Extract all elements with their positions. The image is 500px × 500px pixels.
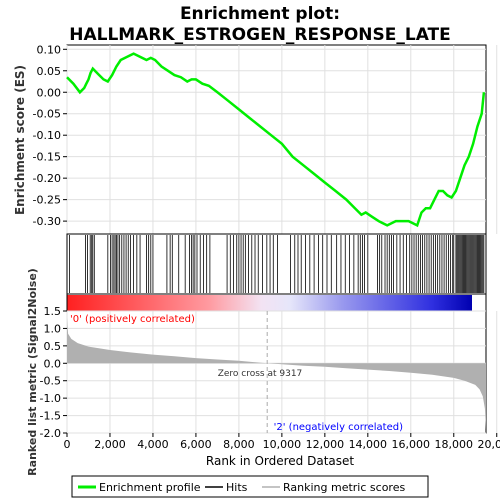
x-tick-label: 0: [64, 438, 71, 451]
metric-panel: 1.5 1.0 0.5 0.0 -0.5 -1.0 -1.5 -2.0 '0' (positi…: [26, 268, 498, 476]
metric-y-tick-label: 0.5: [44, 340, 62, 353]
legend-label-hits: Hits: [226, 481, 248, 494]
negative-correlation-label: '2' (negatively correlated): [274, 422, 403, 433]
es-y-tick-label: -0.10: [33, 129, 61, 142]
legend-label-enrichment: Enrichment profile: [99, 481, 201, 494]
positive-correlation-label: '0' (positively correlated): [70, 314, 195, 325]
es-y-axis-label: Enrichment score (ES): [13, 65, 27, 215]
es-y-tick-label: -0.20: [33, 172, 61, 185]
x-tick-label: 14,000: [349, 438, 388, 451]
es-y-tick-label: -0.15: [33, 151, 61, 164]
x-tick-label: 6,000: [180, 438, 212, 451]
hits-plot-area: [66, 233, 487, 295]
es-y-tick-label: -0.25: [33, 194, 61, 207]
legend-label-ranking: Ranking metric scores: [283, 481, 405, 494]
es-y-tick-label: 0.00: [37, 86, 62, 99]
metric-y-axis-label: Ranked list metric (Signal2Noise): [26, 268, 39, 476]
metric-y-tick-label: -1.0: [40, 392, 61, 405]
x-axis: 0 2,000 4,000 6,000 8,000 10,000 12,000 14,000 1…: [64, 433, 500, 451]
rank-color-bar: [66, 293, 487, 312]
metric-y-tick-label: 1.5: [44, 305, 62, 318]
hit-marks: [69, 235, 485, 293]
zero-cross-label: Zero cross at 9317: [218, 369, 303, 379]
x-tick-label: 10,000: [263, 438, 302, 451]
es-y-ticks: 0.10 0.05 0.00 -0.05 -0.10 -0.15 -0.20 -0.25 -0.…: [33, 43, 67, 228]
es-series-line: [66, 52, 486, 228]
metric-y-tick-label: -0.5: [40, 375, 61, 388]
es-y-tick-label: -0.05: [33, 108, 61, 121]
es-y-tick-label: 0.10: [37, 43, 62, 56]
x-tick-label: 16,000: [392, 438, 431, 451]
x-tick-label: 12,000: [306, 438, 345, 451]
metric-y-tick-label: -1.5: [40, 410, 61, 423]
x-tick-label: 18,000: [435, 438, 474, 451]
es-y-tick-label: -0.30: [33, 215, 61, 228]
x-tick-label: 4,000: [137, 438, 169, 451]
metric-y-tick-label: 1.0: [44, 322, 62, 335]
legend: Enrichment profile Hits Ranking metric s…: [71, 475, 429, 498]
es-panel: 0.10 0.05 0.00 -0.05 -0.10 -0.15 -0.20 -0.25 -0.…: [13, 43, 498, 235]
es-y-tick-label: 0.05: [37, 65, 62, 78]
x-tick-label: 8,000: [223, 438, 255, 451]
legend-box: [71, 475, 429, 498]
es-grid: [66, 45, 498, 234]
metric-y-tick-label: 0.0: [44, 357, 62, 370]
x-tick-label: 2,000: [94, 438, 126, 451]
chart-title-line1: Enrichment plot:: [180, 4, 340, 24]
x-tick-label: 20,000: [477, 438, 500, 451]
chart-title-line2: HALLMARK_ESTROGEN_RESPONSE_LATE: [69, 25, 451, 45]
x-axis-label: Rank in Ordered Dataset: [206, 454, 354, 468]
metric-y-ticks: 1.5 1.0 0.5 0.0 -0.5 -1.0 -1.5 -2.0: [40, 305, 67, 440]
metric-y-tick-label: -2.0: [40, 427, 61, 440]
hits-panel: [66, 233, 487, 295]
